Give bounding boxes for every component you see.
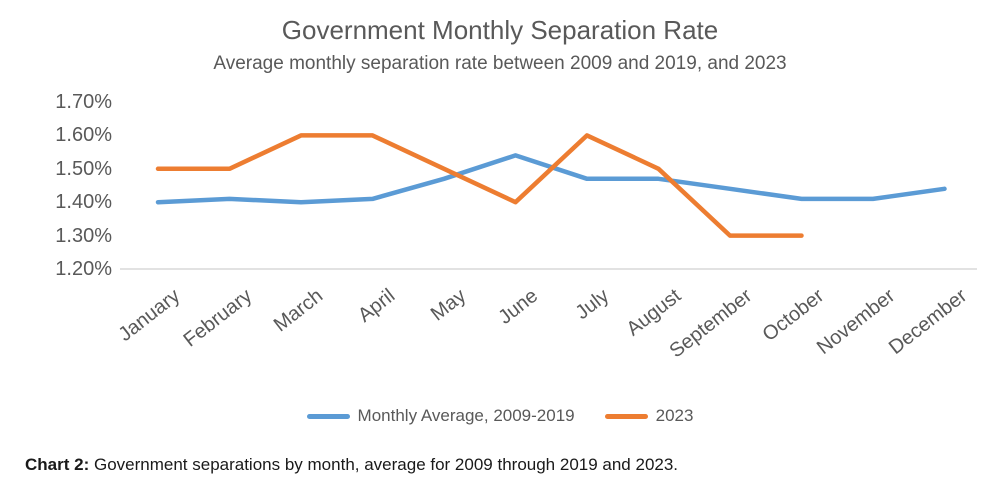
legend-label-2023: 2023: [655, 406, 694, 425]
caption-text: Government separations by month, average…: [93, 455, 679, 474]
series-line-0: [155, 153, 947, 205]
legend-label-monthly-average: Monthly Average, 2009-2019: [357, 406, 575, 425]
chart-title: Government Monthly Separation Rate: [281, 15, 719, 45]
legend-line-swatch-orange: [604, 413, 648, 419]
legend-line-swatch-blue: [306, 413, 350, 419]
y-tick-label: 1.60%: [55, 124, 112, 147]
series-line-1: [155, 133, 804, 238]
y-tick-label: 1.70%: [55, 91, 112, 113]
chart-caption: Chart 2: Government separations by month…: [25, 455, 678, 475]
chart-subtitle: Average monthly separation rate between …: [213, 53, 787, 74]
y-tick-label: 1.20%: [55, 258, 112, 280]
y-tick-label: 1.50%: [55, 157, 112, 180]
y-tick-label: 1.30%: [55, 224, 112, 247]
legend-item-2023: 2023: [604, 406, 694, 426]
legend: Monthly Average, 2009-2019 2023: [0, 406, 1000, 426]
legend-item-monthly-average: Monthly Average, 2009-2019: [306, 406, 575, 426]
y-tick-label: 1.40%: [55, 191, 112, 214]
caption-label: Chart 2:: [25, 455, 90, 474]
